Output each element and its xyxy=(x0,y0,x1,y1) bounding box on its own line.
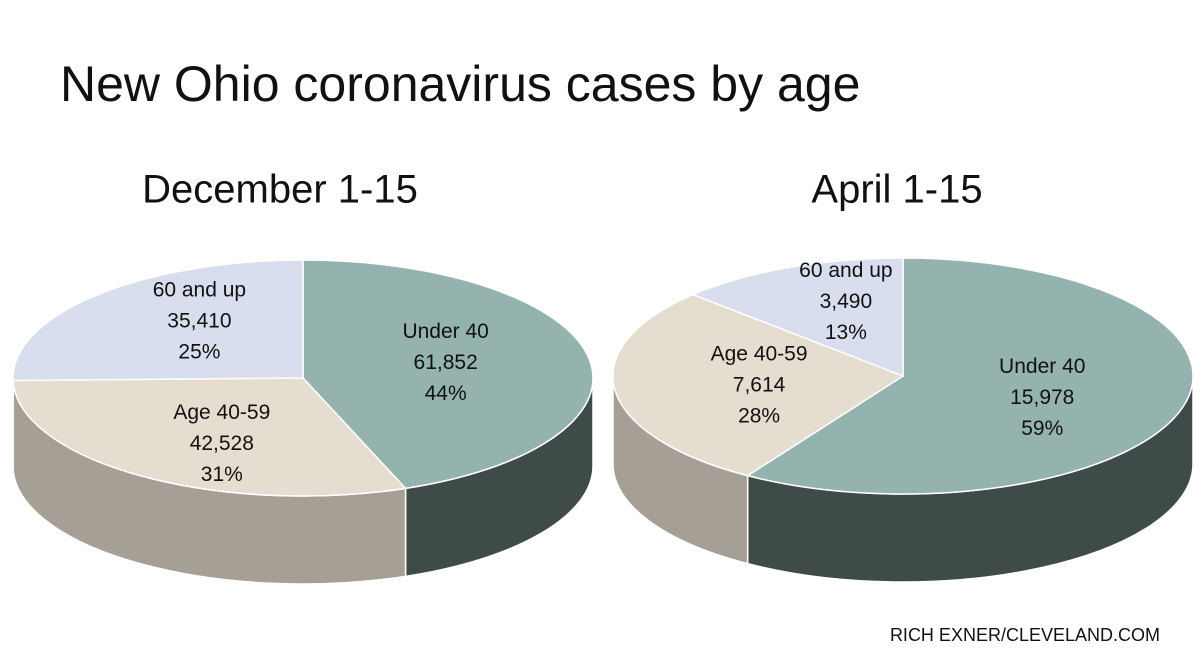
slice-label: 60 and up xyxy=(153,278,246,301)
slice-label: 60 and up xyxy=(799,259,892,282)
pie-slice xyxy=(612,293,905,477)
pie-slice xyxy=(691,257,904,378)
slice-label: 35,410 xyxy=(167,309,231,332)
pie-slice xyxy=(12,377,408,497)
slice-label: Age 40-59 xyxy=(173,401,270,424)
pie-slice xyxy=(745,257,1194,495)
slice-label: 13% xyxy=(825,321,867,344)
slice-label: 61,852 xyxy=(414,351,478,374)
slice-label: 28% xyxy=(738,404,780,427)
slice-label: 44% xyxy=(425,382,467,405)
slice-label: Under 40 xyxy=(999,355,1085,378)
slice-label: 59% xyxy=(1021,417,1063,440)
slice-label: 31% xyxy=(201,463,243,486)
pie-slice xyxy=(12,259,304,382)
chart-title: December 1-15 xyxy=(142,168,418,212)
slice-label: 25% xyxy=(178,340,220,363)
slice-label: 7,614 xyxy=(733,373,786,396)
credit: RICH EXNER/CLEVELAND.COM xyxy=(890,625,1160,645)
page-title: New Ohio coronavirus cases by age xyxy=(60,56,860,112)
slice-label: Age 40-59 xyxy=(711,342,808,365)
pie-slice xyxy=(302,259,594,490)
slice-label: 3,490 xyxy=(820,290,873,313)
chart-title: April 1-15 xyxy=(811,168,982,212)
slice-label: 42,528 xyxy=(190,432,254,455)
slice-label: 15,978 xyxy=(1010,386,1074,409)
slice-label: Under 40 xyxy=(402,320,488,343)
